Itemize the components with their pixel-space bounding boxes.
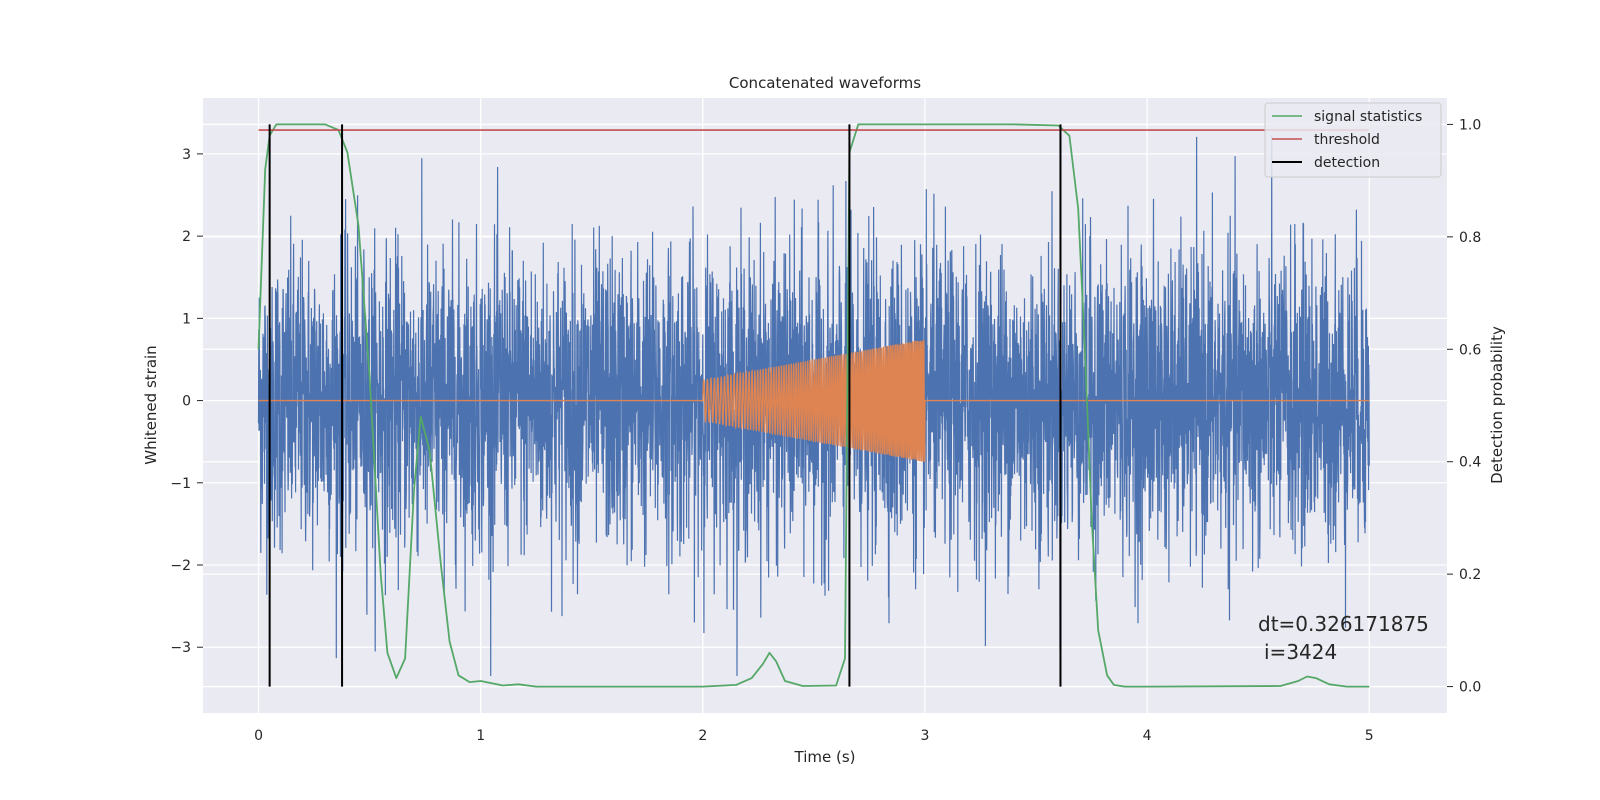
annotation-dt: dt=0.326171875 bbox=[1258, 612, 1429, 636]
y2-axis-label: Detection probability bbox=[1488, 326, 1506, 484]
x-axis-ticks: 0 1 2 3 4 5 bbox=[254, 728, 1374, 744]
y-tick-label: −2 bbox=[170, 558, 191, 574]
legend-box bbox=[1264, 102, 1442, 178]
signal-statistics-line bbox=[257, 123, 1370, 688]
y-tick-label: 3 bbox=[182, 147, 191, 163]
legend: signal statistics threshold detection bbox=[1264, 102, 1442, 178]
chart-title: Concatenated waveforms bbox=[729, 74, 921, 92]
detection-series bbox=[268, 124, 1062, 687]
y2-tick-label: 0.4 bbox=[1459, 455, 1481, 471]
x-tick-label: 1 bbox=[476, 728, 485, 744]
y2-tick-label: 0.8 bbox=[1459, 230, 1481, 246]
chirp-line bbox=[258, 339, 1370, 462]
y-tick-label: −3 bbox=[170, 640, 191, 656]
signal-statistics-series bbox=[257, 123, 1370, 688]
y-axis-label: Whitened strain bbox=[142, 345, 160, 464]
y-tick-label: 1 bbox=[182, 311, 191, 327]
chirp-series bbox=[258, 339, 1370, 462]
legend-label-detection: detection bbox=[1314, 155, 1380, 171]
y2-tick-label: 0.2 bbox=[1459, 567, 1481, 583]
legend-label-threshold: threshold bbox=[1314, 132, 1380, 148]
x-axis-label: Time (s) bbox=[794, 748, 856, 766]
y2-axis-ticks: 1.0 0.8 0.6 0.4 0.2 0.0 bbox=[1447, 117, 1481, 696]
x-tick-label: 3 bbox=[921, 728, 930, 744]
plot-area bbox=[257, 123, 1370, 688]
y-tick-label: −1 bbox=[170, 476, 191, 492]
y2-tick-label: 1.0 bbox=[1459, 117, 1481, 133]
x-tick-label: 0 bbox=[254, 728, 263, 744]
x-tick-label: 2 bbox=[698, 728, 707, 744]
y2-tick-label: 0.6 bbox=[1459, 342, 1481, 358]
y-axis-ticks: 3 2 1 0 −1 −2 −3 bbox=[170, 147, 203, 656]
y-tick-label: 2 bbox=[182, 229, 191, 245]
annotation-i: i=3424 bbox=[1264, 640, 1337, 664]
x-tick-label: 5 bbox=[1365, 728, 1374, 744]
x-tick-label: 4 bbox=[1143, 728, 1152, 744]
y2-tick-label: 0.0 bbox=[1459, 680, 1481, 696]
legend-label-signal-statistics: signal statistics bbox=[1314, 109, 1422, 125]
y-tick-label: 0 bbox=[182, 394, 191, 410]
